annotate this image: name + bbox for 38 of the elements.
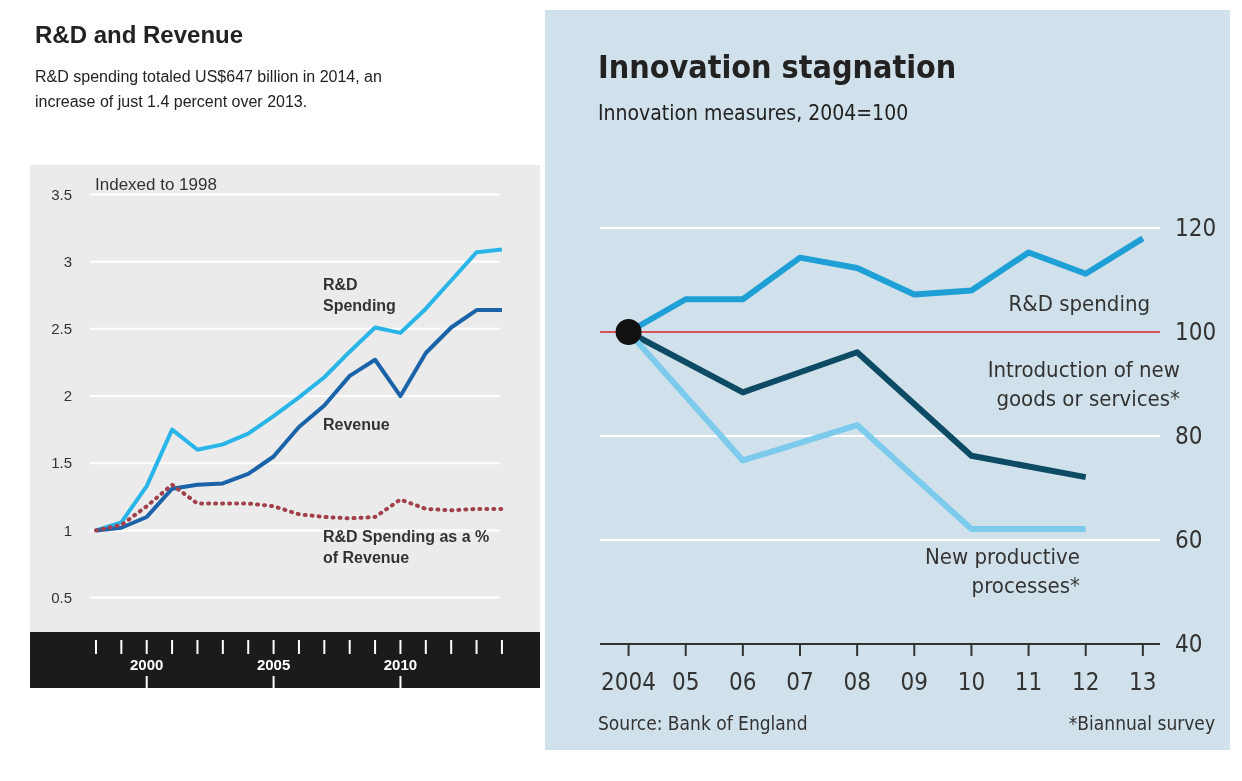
y-tick-label: 1 bbox=[63, 521, 72, 539]
x-tick-label: 06 bbox=[729, 668, 757, 696]
y-tick-label: 3 bbox=[63, 252, 72, 270]
x-tick-label: 11 bbox=[1014, 668, 1043, 696]
y-tick-label: 3.5 bbox=[51, 185, 72, 203]
y-tick-label: 0.5 bbox=[51, 588, 72, 606]
series-label: R&D Spending bbox=[323, 276, 396, 314]
x-tick-label: 09 bbox=[900, 668, 929, 696]
y-axis-title: Indexed to 1998 bbox=[95, 175, 217, 194]
x-tick-label: 10 bbox=[957, 668, 986, 696]
x-tick-label: 05 bbox=[671, 668, 700, 696]
series-label: R&D spending bbox=[1008, 291, 1150, 316]
x-tick-label: 2010 bbox=[383, 656, 418, 673]
y-tick-label: 1.5 bbox=[51, 454, 72, 472]
y-tick-label: 100 bbox=[1175, 318, 1217, 347]
text: Introduction of new goods or services* bbox=[987, 357, 1181, 411]
x-tick-label: 2000 bbox=[130, 656, 164, 673]
series-label: R&D Spending as a % of Revenue bbox=[323, 528, 490, 566]
source-note: Source: Bank of England bbox=[598, 712, 808, 734]
y-tick-label: 60 bbox=[1175, 526, 1203, 555]
x-tick-label: 12 bbox=[1071, 668, 1100, 696]
y-tick-label: 2 bbox=[63, 387, 72, 405]
chart-subtitle: Innovation measures, 2004=100 bbox=[598, 101, 909, 125]
chart-title: R&D and Revenue bbox=[35, 21, 244, 48]
y-tick-label: 40 bbox=[1175, 630, 1203, 659]
x-tick-label: 2005 bbox=[256, 656, 291, 673]
series-label: New productive processes* bbox=[925, 544, 1081, 598]
chart-subtitle: R&D spending totaled US$647 billion in 2014, an increase of just 1.4 percent over 2013. bbox=[35, 68, 382, 110]
x-tick-label: 2004 bbox=[601, 668, 657, 696]
series-label: Revenue bbox=[323, 416, 390, 433]
x-tick-label: 13 bbox=[1129, 668, 1157, 696]
x-tick-label: 07 bbox=[786, 668, 814, 696]
y-tick-label: 2.5 bbox=[51, 320, 72, 338]
text: *Biannual survey bbox=[1068, 712, 1215, 734]
chart-title: Innovation stagnation bbox=[598, 48, 957, 86]
y-tick-label: 80 bbox=[1175, 422, 1203, 451]
x-tick-label: 08 bbox=[843, 668, 871, 696]
y-tick-label: 120 bbox=[1175, 214, 1217, 243]
